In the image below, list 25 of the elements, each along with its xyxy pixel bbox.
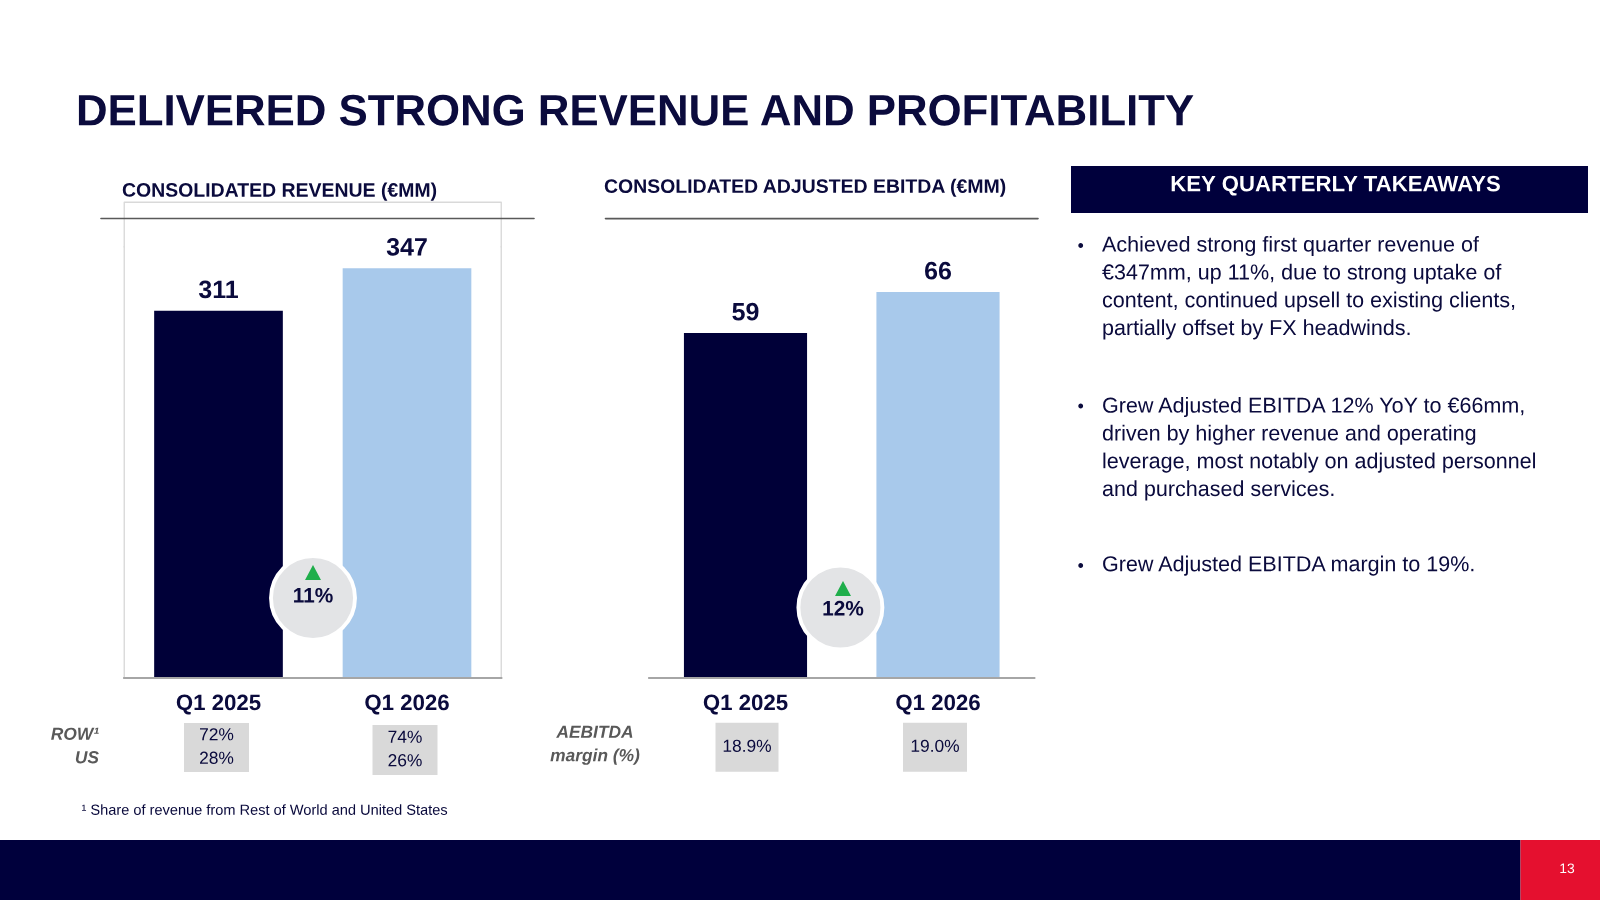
x-tick-label: Q1 2026 (896, 694, 980, 715)
text: 18.9% (723, 739, 771, 752)
data-label: 347 (386, 237, 427, 256)
text: Achieved strong first quarter revenue of €347mm, up 11%, due to strong uptake of content, continued upsell to existing clients, partially offset by FX headwinds. (1102, 236, 1515, 340)
text: ¹ Share of revenue from Rest of World and United States (82, 804, 448, 815)
text: ROW¹ US (51, 727, 99, 764)
text: Grew Adjusted EBITDA margin to 19%. (1103, 555, 1474, 576)
chart-title: CONSOLIDATED REVENUE (€MM) (122, 182, 437, 201)
text: DELIVERED STRONG REVENUE AND PROFITABILITY (78, 94, 1194, 126)
annotation: 11% (294, 587, 333, 603)
text: 19.0% (911, 739, 959, 752)
text: Grew Adjusted EBITDA 12% YoY to €66mm, driven by higher revenue and operating leverage, most notably on adjusted personnel and purchased services. (1102, 397, 1535, 501)
annotation: 12% (823, 600, 864, 616)
x-tick-label: Q1 2025 (176, 694, 261, 715)
text: 13 (1560, 863, 1575, 874)
text: 74% 26% (388, 730, 422, 767)
text: KEY QUARTERLY TAKEAWAYS (1171, 175, 1500, 196)
x-tick-label: Q1 2026 (365, 694, 449, 715)
chart-title: CONSOLIDATED ADJUSTED EBITDA (€MM) (604, 178, 1006, 197)
data-label: 66 (925, 261, 951, 280)
text: 72% 28% (200, 728, 234, 764)
x-tick-label: Q1 2025 (703, 694, 788, 715)
data-label: 59 (732, 302, 759, 321)
data-label: 311 (198, 280, 238, 299)
text: AEBITDA margin (%) (550, 725, 640, 765)
